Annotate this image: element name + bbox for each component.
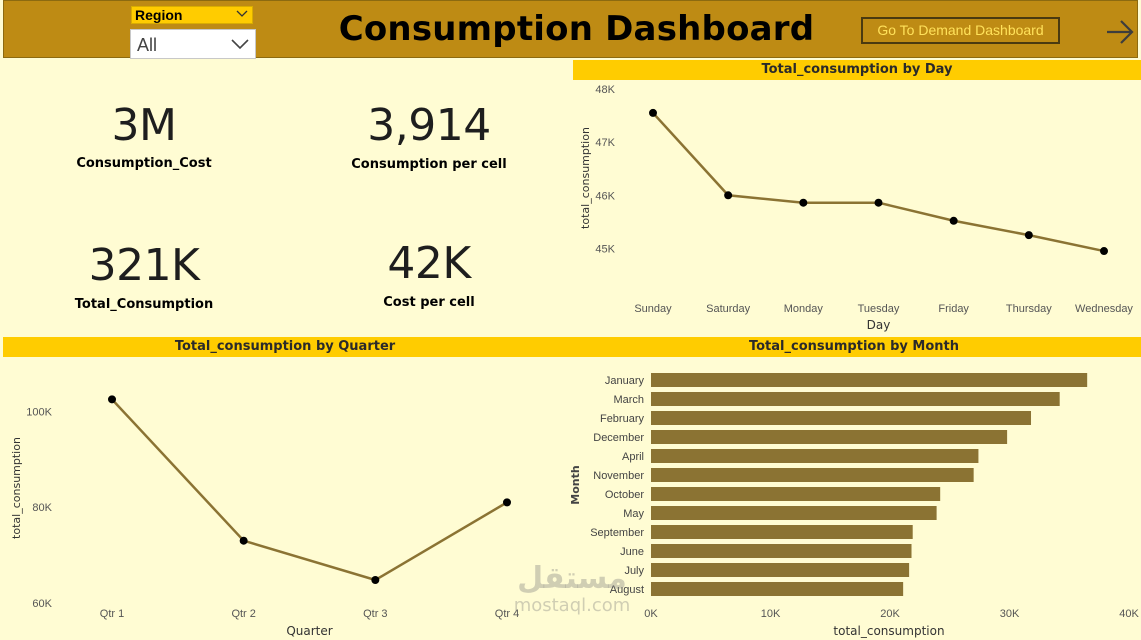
x-tick-label: Wednesday	[1075, 303, 1133, 315]
mostaql-watermark: مستقل mostaql.com	[497, 562, 647, 632]
data-point[interactable]	[874, 198, 883, 207]
x-axis-label: Quarter	[286, 624, 332, 638]
month-bar-chart: January March February December April Novembe…	[569, 373, 1139, 638]
consumption-cost-label: Consumption_Cost	[76, 156, 212, 171]
category-label: January	[605, 375, 645, 387]
y-tick-label: 80K	[32, 502, 52, 514]
series-line	[652, 112, 1105, 253]
header-bar: Region All Consumption Dashboard Go To D…	[3, 0, 1138, 59]
data-point[interactable]	[649, 108, 657, 117]
category-label: September	[590, 527, 644, 539]
bar[interactable]	[651, 392, 1060, 406]
y-tick-label: 100K	[26, 406, 52, 418]
region-slicer-label: Region	[135, 7, 183, 23]
bar[interactable]	[651, 506, 937, 520]
data-point[interactable]	[108, 395, 116, 404]
y-axis-label: total_consumption	[579, 127, 592, 229]
x-tick-label: 10K	[761, 608, 781, 620]
x-tick-label: Sunday	[634, 303, 672, 315]
chevron-down-icon	[236, 10, 248, 17]
arrow-right-icon[interactable]	[1104, 18, 1136, 46]
y-tick-label: 60K	[32, 598, 52, 610]
y-tick-label: 48K	[595, 84, 615, 96]
bar[interactable]	[651, 411, 1032, 425]
category-label: April	[622, 451, 644, 463]
data-point[interactable]	[371, 576, 380, 584]
category-label: August	[610, 584, 644, 596]
bar[interactable]	[651, 449, 979, 463]
series-line	[111, 398, 508, 582]
quarter-line-chart: 60K 80K 100K Qtr 1 Qtr 2 Qtr 3 Qtr 4 Quarter tot…	[10, 395, 519, 638]
x-tick-label: Friday	[938, 303, 969, 315]
bar[interactable]	[651, 373, 1088, 387]
chevron-down-icon	[231, 39, 249, 50]
x-tick-label: 20K	[880, 608, 900, 620]
month-chart-title: Total_consumption by Month	[567, 337, 1141, 357]
x-tick-label: Tuesday	[858, 303, 900, 315]
data-point[interactable]	[1024, 231, 1033, 240]
y-tick-label: 45K	[595, 243, 615, 255]
cost-per-cell-label: Cost per cell	[383, 295, 475, 310]
category-label: May	[623, 508, 644, 520]
data-point[interactable]	[239, 536, 248, 545]
category-label: February	[600, 413, 645, 425]
x-tick-label: Qtr 2	[231, 608, 255, 620]
bar[interactable]	[651, 544, 912, 558]
category-label: March	[613, 394, 644, 406]
x-tick-label: 0K	[644, 608, 658, 620]
category-label: October	[605, 489, 644, 501]
consumption-per-cell-value: 3,914	[367, 100, 491, 151]
x-tick-label: Qtr 3	[363, 608, 387, 620]
total-consumption-label: Total_Consumption	[74, 297, 214, 312]
x-tick-label: 40K	[1119, 608, 1139, 620]
day-line-chart: 45K 46K 47K 48K Sunday Saturday Monday Tuesday F…	[579, 84, 1133, 332]
x-axis-label: Day	[867, 318, 891, 332]
region-slicer-dropdown[interactable]: All	[130, 29, 256, 59]
bar[interactable]	[651, 525, 913, 539]
y-tick-label: 46K	[595, 190, 615, 202]
bar[interactable]	[651, 563, 910, 577]
page-title: Consumption Dashboard	[338, 9, 815, 49]
data-point[interactable]	[799, 198, 808, 207]
bar[interactable]	[651, 582, 904, 596]
category-label: November	[593, 470, 644, 482]
bar[interactable]	[651, 487, 941, 501]
data-point[interactable]	[949, 216, 958, 225]
data-point[interactable]	[503, 498, 511, 507]
consumption-cost-value: 3M	[111, 100, 177, 151]
x-tick-label: Qtr 4	[495, 608, 519, 620]
day-chart-title: Total_consumption by Day	[573, 60, 1141, 80]
x-axis-label: total_consumption	[833, 624, 944, 638]
category-label: June	[620, 546, 644, 558]
y-axis-label: Month	[569, 465, 582, 504]
cost-per-cell-value: 42K	[387, 238, 471, 289]
quarter-chart-title: Total_consumption by Quarter	[3, 337, 567, 357]
category-label: December	[593, 432, 644, 444]
watermark-latin: mostaql.com	[513, 595, 631, 616]
bar[interactable]	[651, 430, 1008, 444]
bar[interactable]	[651, 468, 974, 482]
region-slicer-value: All	[137, 35, 158, 55]
x-tick-label: Qtr 1	[100, 608, 124, 620]
y-tick-label: 47K	[595, 137, 615, 149]
data-point[interactable]	[1100, 247, 1108, 256]
go-to-demand-dashboard-button[interactable]: Go To Demand Dashboard	[861, 17, 1060, 44]
watermark-arabic: مستقل	[517, 561, 627, 596]
y-axis-label: total_consumption	[10, 437, 23, 539]
region-slicer-header[interactable]: Region	[131, 6, 253, 24]
total-consumption-value: 321K	[88, 240, 200, 291]
category-label: July	[624, 565, 644, 577]
x-tick-label: 30K	[1000, 608, 1020, 620]
consumption-per-cell-label: Consumption per cell	[351, 157, 507, 172]
x-tick-label: Saturday	[706, 303, 751, 315]
x-tick-label: Thursday	[1006, 303, 1052, 315]
data-point[interactable]	[724, 191, 733, 200]
x-tick-label: Monday	[784, 303, 824, 315]
